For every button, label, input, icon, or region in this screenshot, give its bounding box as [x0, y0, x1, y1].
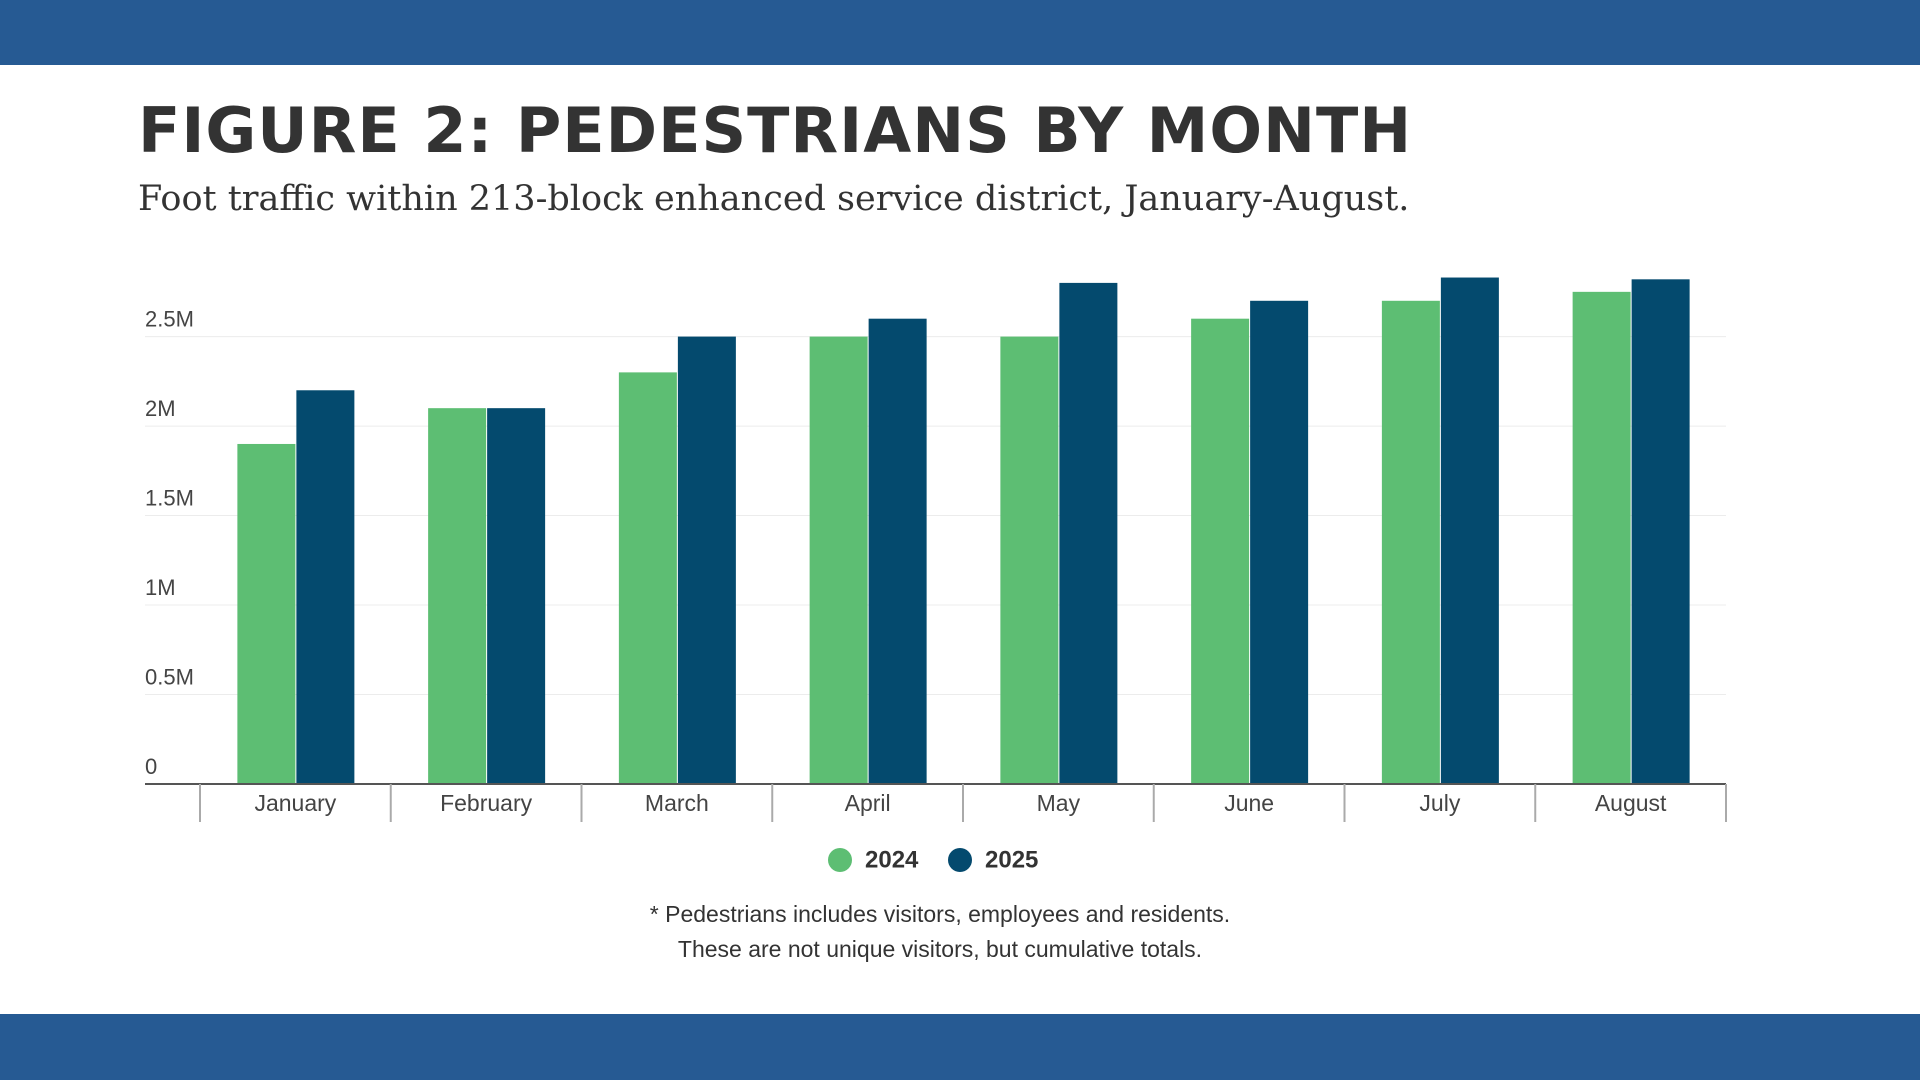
- y-tick-label: 2.5M: [145, 306, 194, 331]
- x-tick-label: August: [1595, 790, 1667, 816]
- y-tick-label: 1M: [145, 575, 176, 600]
- footnote: * Pedestrians includes visitors, employe…: [650, 901, 1230, 927]
- y-tick-label: 0.5M: [145, 664, 194, 689]
- bottom-band: [0, 1014, 1920, 1080]
- bar: [1250, 300, 1309, 784]
- x-tick-label: July: [1419, 790, 1460, 816]
- bar: [428, 408, 487, 784]
- chart-subtitle: Foot traffic within 213-block enhanced s…: [138, 179, 1409, 219]
- x-tick-label: April: [845, 790, 891, 816]
- x-tick-label: February: [440, 790, 533, 816]
- bar: [487, 408, 546, 784]
- legend-swatch: [828, 848, 852, 872]
- y-tick-label: 2M: [145, 396, 176, 421]
- x-tick-label: May: [1037, 790, 1081, 816]
- bar: [1440, 277, 1499, 784]
- bar: [1572, 291, 1631, 784]
- x-tick-label: June: [1224, 790, 1274, 816]
- bar: [677, 336, 736, 784]
- chart-title: FIGURE 2: PEDESTRIANS BY MONTH: [138, 94, 1412, 167]
- bar: [1000, 336, 1059, 784]
- legend-swatch: [948, 848, 972, 872]
- top-band: [0, 0, 1920, 65]
- x-tick-label: January: [254, 790, 336, 816]
- x-tick-label: March: [645, 790, 709, 816]
- bar: [1059, 282, 1118, 784]
- bar: [868, 318, 927, 784]
- bar: [296, 390, 355, 784]
- bar: [237, 443, 296, 784]
- y-tick-label: 0: [145, 754, 157, 779]
- legend-label: 2025: [985, 846, 1038, 873]
- bar: [1631, 279, 1690, 784]
- footnote: These are not unique visitors, but cumul…: [678, 936, 1202, 962]
- bar: [1381, 300, 1440, 784]
- bar: [809, 336, 868, 784]
- y-tick-label: 1.5M: [145, 485, 194, 510]
- bar: [618, 372, 677, 784]
- bar: [1191, 318, 1250, 784]
- legend-label: 2024: [865, 846, 919, 873]
